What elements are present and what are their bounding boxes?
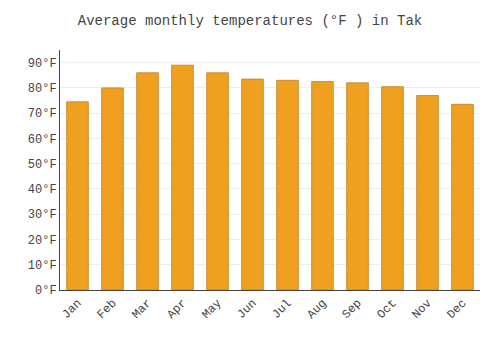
svg-text:Oct: Oct	[374, 297, 399, 322]
svg-text:80°F: 80°F	[28, 82, 57, 96]
svg-text:40°F: 40°F	[28, 183, 57, 197]
svg-text:Aug: Aug	[304, 297, 329, 322]
svg-text:30°F: 30°F	[28, 208, 57, 222]
svg-text:10°F: 10°F	[28, 259, 57, 273]
svg-text:Jul: Jul	[269, 297, 294, 322]
svg-text:Average monthly temperatures (: Average monthly temperatures (°F ) in Ta…	[78, 13, 422, 29]
svg-text:Mar: Mar	[129, 297, 154, 322]
svg-text:Dec: Dec	[444, 297, 469, 322]
svg-text:May: May	[199, 297, 224, 322]
svg-text:90°F: 90°F	[28, 57, 57, 71]
svg-text:Jun: Jun	[234, 297, 259, 322]
svg-text:70°F: 70°F	[28, 107, 57, 121]
svg-text:Apr: Apr	[164, 297, 189, 322]
svg-text:60°F: 60°F	[28, 133, 57, 147]
svg-text:0°F: 0°F	[35, 284, 57, 298]
svg-text:Feb: Feb	[94, 297, 119, 322]
svg-text:20°F: 20°F	[28, 234, 57, 248]
svg-text:Sep: Sep	[339, 297, 364, 322]
svg-text:50°F: 50°F	[28, 158, 57, 172]
svg-text:Jan: Jan	[59, 297, 84, 322]
svg-text:Nov: Nov	[409, 297, 434, 322]
